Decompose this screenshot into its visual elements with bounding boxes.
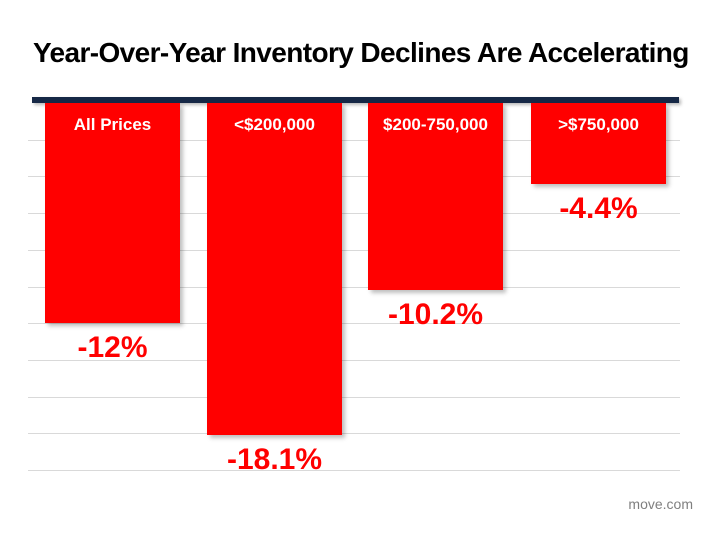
bar-750-000: >$750,000 xyxy=(531,103,666,184)
chart-title: Year-Over-Year Inventory Declines Are Ac… xyxy=(33,37,689,68)
bar-category-label: <$200,000 xyxy=(234,115,315,134)
gridline xyxy=(28,249,680,251)
attribution-text: move.com xyxy=(628,496,693,512)
bar-200-000: <$200,000 xyxy=(207,103,342,436)
bar-value-label: -10.2% xyxy=(387,298,484,332)
bar-category-label: >$750,000 xyxy=(558,115,639,134)
gridline xyxy=(28,360,680,362)
gridline xyxy=(28,396,680,398)
gridline xyxy=(28,323,680,325)
gridline xyxy=(28,470,680,472)
bar-value-label: -18.1% xyxy=(226,443,323,477)
bar-value-label: -12% xyxy=(77,331,148,365)
baseline-axis xyxy=(32,97,679,103)
gridline xyxy=(28,286,680,288)
bar-category-label: All Prices xyxy=(73,115,152,134)
gridline xyxy=(28,433,680,435)
bar-value-label: -4.4% xyxy=(559,191,638,225)
gridline xyxy=(28,176,680,178)
gridline xyxy=(28,139,680,141)
bar-200-750-000: $200-750,000 xyxy=(368,103,503,291)
bar-all-prices: All Prices xyxy=(45,103,180,324)
gridline xyxy=(28,213,680,215)
bar-category-label: $200-750,000 xyxy=(383,115,488,134)
